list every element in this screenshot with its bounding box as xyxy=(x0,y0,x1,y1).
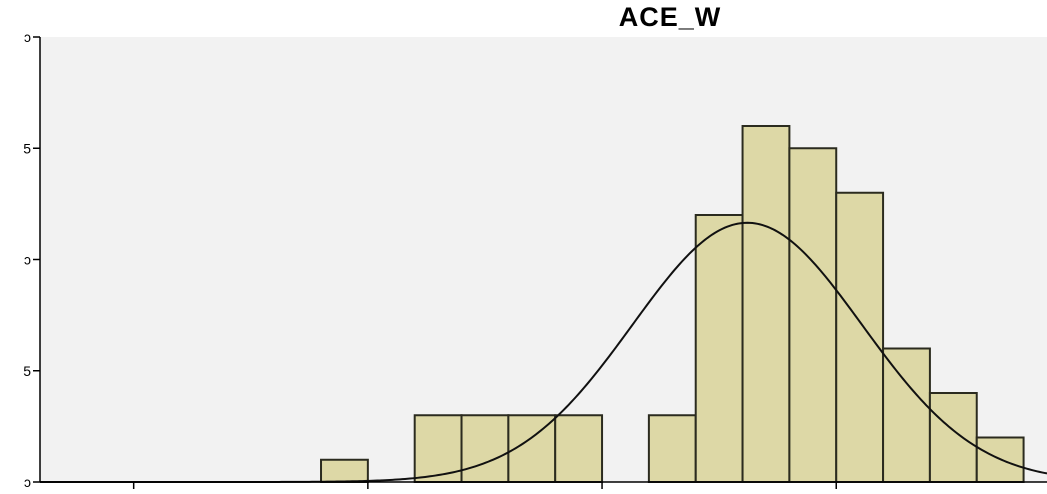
y-tick-label-2: ↄ xyxy=(24,252,31,268)
histogram-bar-0 xyxy=(320,458,369,483)
histogram-bar-10 xyxy=(882,347,931,483)
histogram-bar-8 xyxy=(788,147,838,483)
histogram-bar-5 xyxy=(647,414,697,483)
y-tick-label-3: 5 xyxy=(23,140,31,156)
histogram-bar-9 xyxy=(835,191,885,483)
histogram-bar-7 xyxy=(741,125,791,483)
y-tick-label-0: ↄ xyxy=(24,474,31,489)
histogram-bar-4 xyxy=(554,414,604,483)
histogram-bar-11 xyxy=(928,392,978,483)
y-tick-label-4: ↄ xyxy=(24,29,31,45)
y-ticks-group: ↄ 5 ↄ 5 ↄ xyxy=(23,29,40,490)
chart-title: ACE_W xyxy=(618,2,722,32)
histogram-bar-6 xyxy=(694,214,744,483)
y-tick-label-1: 5 xyxy=(23,363,31,379)
histogram-bar-2 xyxy=(460,414,510,483)
histogram-bar-12 xyxy=(975,436,1025,483)
bars-group xyxy=(320,125,1025,483)
x-ticks-group xyxy=(132,482,837,489)
